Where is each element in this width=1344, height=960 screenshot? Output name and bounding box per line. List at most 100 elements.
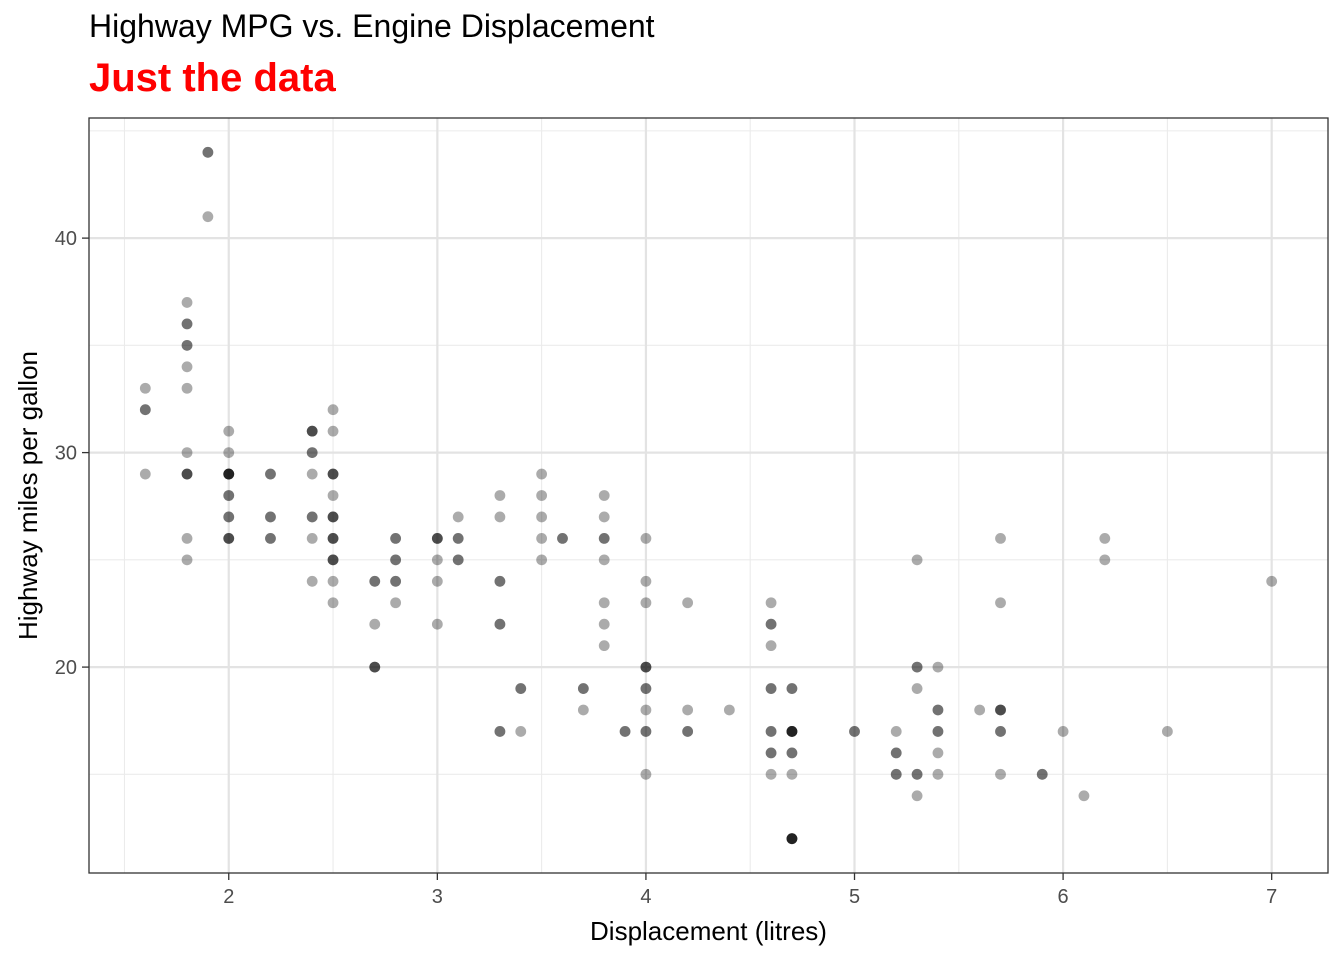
data-point — [890, 768, 902, 780]
data-point — [786, 747, 798, 759]
grid-lines — [89, 118, 1328, 873]
data-point — [431, 532, 443, 544]
data-point — [265, 511, 276, 523]
data-point — [327, 597, 339, 609]
data-point — [139, 382, 151, 394]
data-point — [223, 468, 235, 480]
data-point — [577, 683, 589, 694]
data-point — [598, 532, 610, 544]
data-point — [765, 683, 777, 694]
data-point — [494, 726, 506, 737]
data-point — [640, 768, 652, 780]
data-point — [139, 404, 151, 416]
data-point — [327, 425, 339, 437]
data-point — [682, 726, 694, 737]
data-point — [223, 511, 235, 523]
data-point — [640, 532, 652, 544]
data-point — [494, 618, 506, 630]
data-point — [598, 511, 610, 523]
data-point — [181, 532, 193, 544]
data-point — [306, 468, 318, 480]
panel-border — [88, 117, 1329, 874]
x-tick-label: 3 — [432, 886, 443, 908]
data-point — [786, 833, 798, 845]
data-point — [598, 532, 610, 544]
data-point — [640, 726, 652, 737]
data-point — [431, 575, 443, 587]
data-point — [536, 511, 548, 523]
data-point — [598, 554, 610, 566]
data-point — [932, 661, 944, 673]
data-point — [327, 511, 339, 523]
data-point — [369, 575, 381, 587]
data-point — [494, 575, 506, 587]
data-point — [306, 425, 318, 437]
data-point — [181, 382, 193, 394]
data-point — [598, 490, 610, 501]
data-point — [494, 575, 506, 587]
data-point — [577, 683, 589, 694]
data-point — [306, 425, 318, 437]
data-point — [995, 597, 1006, 609]
data-point — [181, 468, 193, 480]
data-point — [327, 554, 339, 566]
data-point — [306, 511, 318, 523]
y-axis-title: Highway miles per gallon — [13, 351, 43, 640]
data-point — [890, 747, 902, 759]
data-point — [223, 468, 235, 480]
data-point — [223, 532, 235, 544]
data-point — [494, 490, 506, 501]
data-point — [890, 726, 902, 737]
data-point — [390, 575, 402, 587]
data-point — [640, 661, 652, 673]
data-point — [1266, 575, 1278, 587]
data-point — [327, 532, 339, 544]
data-point — [327, 511, 339, 523]
data-point — [682, 726, 694, 737]
data-point — [786, 833, 798, 845]
x-tick-label: 4 — [640, 886, 651, 908]
x-tick-label: 7 — [1266, 886, 1277, 908]
data-point — [786, 726, 798, 737]
data-point — [619, 726, 631, 737]
data-point — [139, 404, 151, 416]
data-point — [786, 683, 798, 694]
data-point — [640, 726, 652, 737]
data-point — [765, 597, 777, 609]
data-point — [786, 833, 798, 845]
data-point — [765, 640, 777, 652]
data-point — [765, 618, 777, 630]
axes: 2 3 4 5 6 7 20 30 40 — [55, 228, 1277, 908]
data-point — [765, 726, 777, 737]
data-point — [995, 704, 1006, 716]
data-point — [390, 554, 402, 566]
data-point — [932, 747, 944, 759]
data-point — [452, 532, 464, 544]
data-point — [849, 726, 860, 737]
y-tick-label: 30 — [55, 443, 77, 465]
data-point — [390, 554, 402, 566]
data-point — [911, 683, 923, 694]
data-point — [181, 339, 193, 351]
data-point — [598, 640, 610, 652]
data-point — [223, 490, 235, 501]
data-point — [452, 554, 464, 566]
data-point — [536, 532, 548, 544]
data-point — [849, 726, 860, 737]
data-point — [786, 726, 798, 737]
data-point — [995, 768, 1006, 780]
data-point — [786, 683, 798, 694]
data-point — [974, 704, 986, 716]
data-point — [765, 683, 777, 694]
data-point — [932, 726, 944, 737]
data-point — [202, 211, 214, 223]
data-point — [536, 554, 548, 566]
data-point — [932, 726, 944, 737]
data-point — [494, 618, 506, 630]
data-point — [390, 597, 402, 609]
data-point — [1057, 726, 1069, 737]
chart-subtitle: Just the data — [89, 56, 336, 100]
data-point — [327, 468, 339, 480]
data-point — [223, 468, 235, 480]
